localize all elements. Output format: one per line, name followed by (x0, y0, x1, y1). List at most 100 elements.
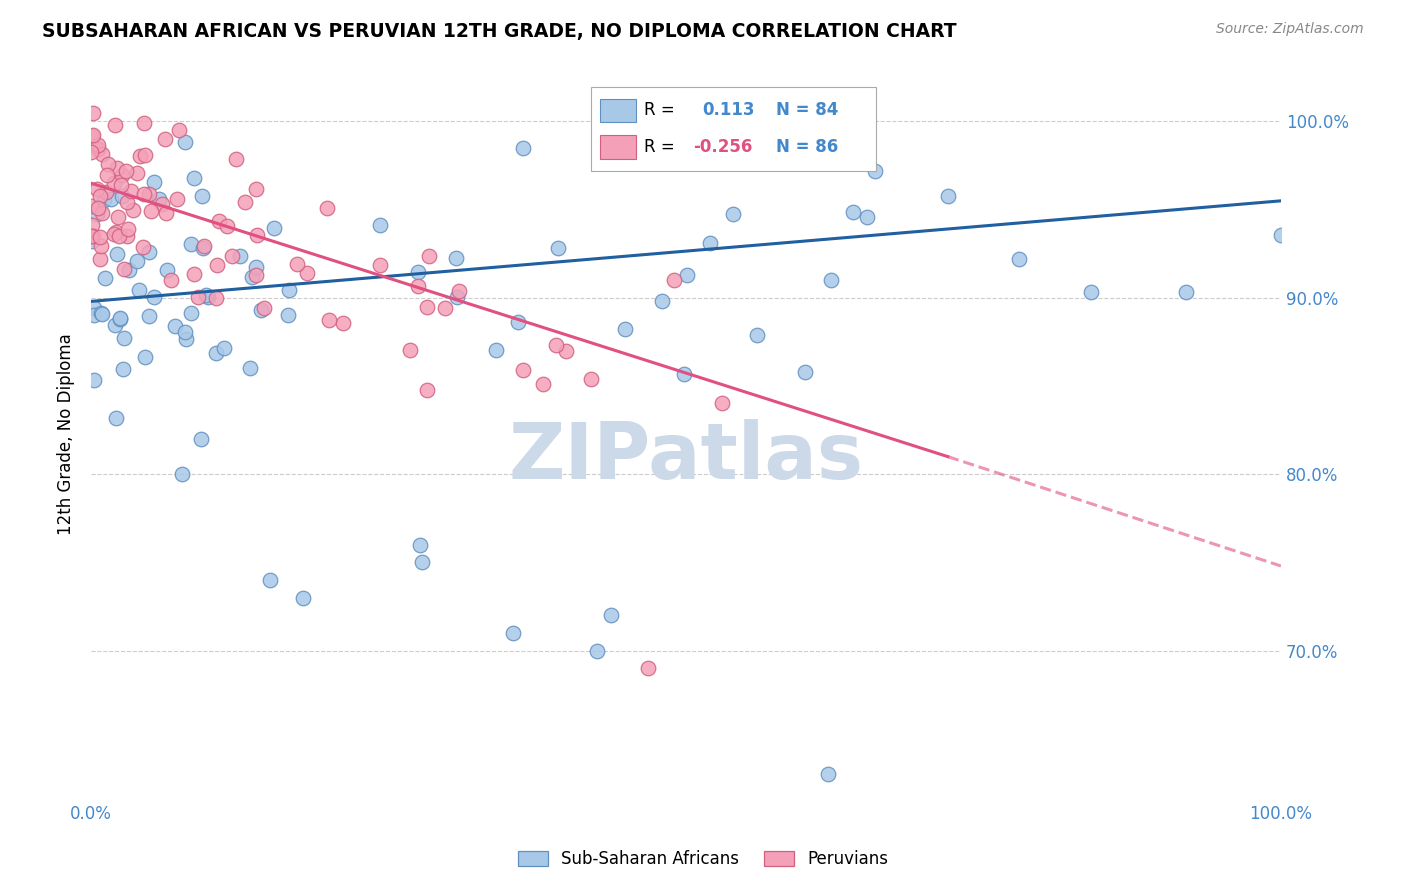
Point (637, 661, 659, 675)
Point (105, 161, 128, 175)
Point (174, 332, 197, 346)
Point (107, 211, 129, 225)
Point (100, 192, 122, 206)
Point (318, 312, 340, 326)
Point (399, 343, 422, 357)
Point (1008, 252, 1031, 266)
Point (86, 182, 108, 196)
Point (112, 331, 135, 345)
Point (190, 432, 212, 446)
Point (94, 271, 117, 285)
Point (91, 307, 114, 321)
Point (285, 257, 308, 271)
Point (554, 344, 576, 359)
Point (546, 337, 568, 351)
Point (699, 236, 721, 251)
Point (83, 373, 105, 387)
Point (89, 189, 111, 203)
Text: N = 86: N = 86 (776, 138, 839, 156)
Point (80, 145, 103, 160)
Point (408, 279, 430, 293)
Point (89, 252, 111, 266)
Point (86, 207, 108, 221)
Point (104, 318, 127, 332)
Point (115, 194, 138, 209)
Point (187, 290, 209, 304)
Point (250, 302, 273, 317)
Point (191, 189, 214, 203)
Point (107, 247, 129, 261)
Point (817, 767, 839, 781)
Point (747, 327, 769, 342)
Point (134, 148, 156, 162)
Point (212, 341, 235, 355)
Point (90, 205, 112, 219)
Point (229, 249, 252, 263)
Point (253, 301, 276, 315)
Text: Source: ZipAtlas.com: Source: ZipAtlas.com (1216, 22, 1364, 37)
Point (142, 290, 165, 304)
Point (245, 268, 267, 283)
Point (103, 227, 125, 241)
Point (710, 396, 733, 410)
Point (662, 273, 685, 287)
Point (411, 556, 433, 570)
Point (112, 262, 135, 277)
Point (197, 289, 219, 303)
Point (82, 235, 104, 249)
Point (163, 318, 186, 333)
Point (83, 309, 105, 323)
Point (586, 643, 609, 657)
Point (332, 316, 354, 330)
Point (103, 177, 125, 191)
Point (207, 258, 229, 272)
Point (508, 315, 530, 329)
Point (418, 249, 440, 263)
Point (82, 105, 104, 120)
Point (721, 207, 744, 221)
Point (80, 218, 103, 232)
Point (120, 184, 142, 198)
Point (547, 241, 569, 255)
Point (138, 244, 160, 259)
Point (104, 226, 127, 240)
Point (169, 122, 191, 136)
Point (531, 376, 554, 391)
Point (90, 306, 112, 320)
Point (143, 175, 166, 189)
Point (180, 236, 202, 251)
Point (155, 132, 177, 146)
Point (82, 128, 104, 142)
Point (138, 309, 160, 323)
Text: R =: R = (644, 102, 675, 120)
Point (502, 626, 524, 640)
Point (139, 203, 162, 218)
Point (416, 300, 439, 314)
Point (180, 306, 202, 320)
Point (118, 263, 141, 277)
Point (94, 185, 117, 199)
Point (295, 266, 318, 280)
Point (166, 192, 188, 206)
Point (156, 263, 179, 277)
Point (672, 367, 695, 381)
Point (245, 260, 267, 275)
Point (193, 239, 215, 253)
Point (368, 218, 391, 232)
Point (841, 205, 863, 219)
Point (856, 210, 879, 224)
Point (89, 230, 111, 244)
Point (1080, 285, 1102, 299)
Point (246, 227, 269, 242)
Point (446, 252, 468, 266)
Point (512, 363, 534, 377)
Point (173, 135, 195, 149)
Y-axis label: 12th Grade, No Diploma: 12th Grade, No Diploma (58, 334, 75, 535)
Point (191, 241, 214, 255)
Point (245, 182, 267, 196)
Point (820, 273, 842, 287)
Point (239, 361, 262, 376)
Point (315, 202, 337, 216)
FancyBboxPatch shape (591, 87, 876, 171)
Point (150, 196, 173, 211)
